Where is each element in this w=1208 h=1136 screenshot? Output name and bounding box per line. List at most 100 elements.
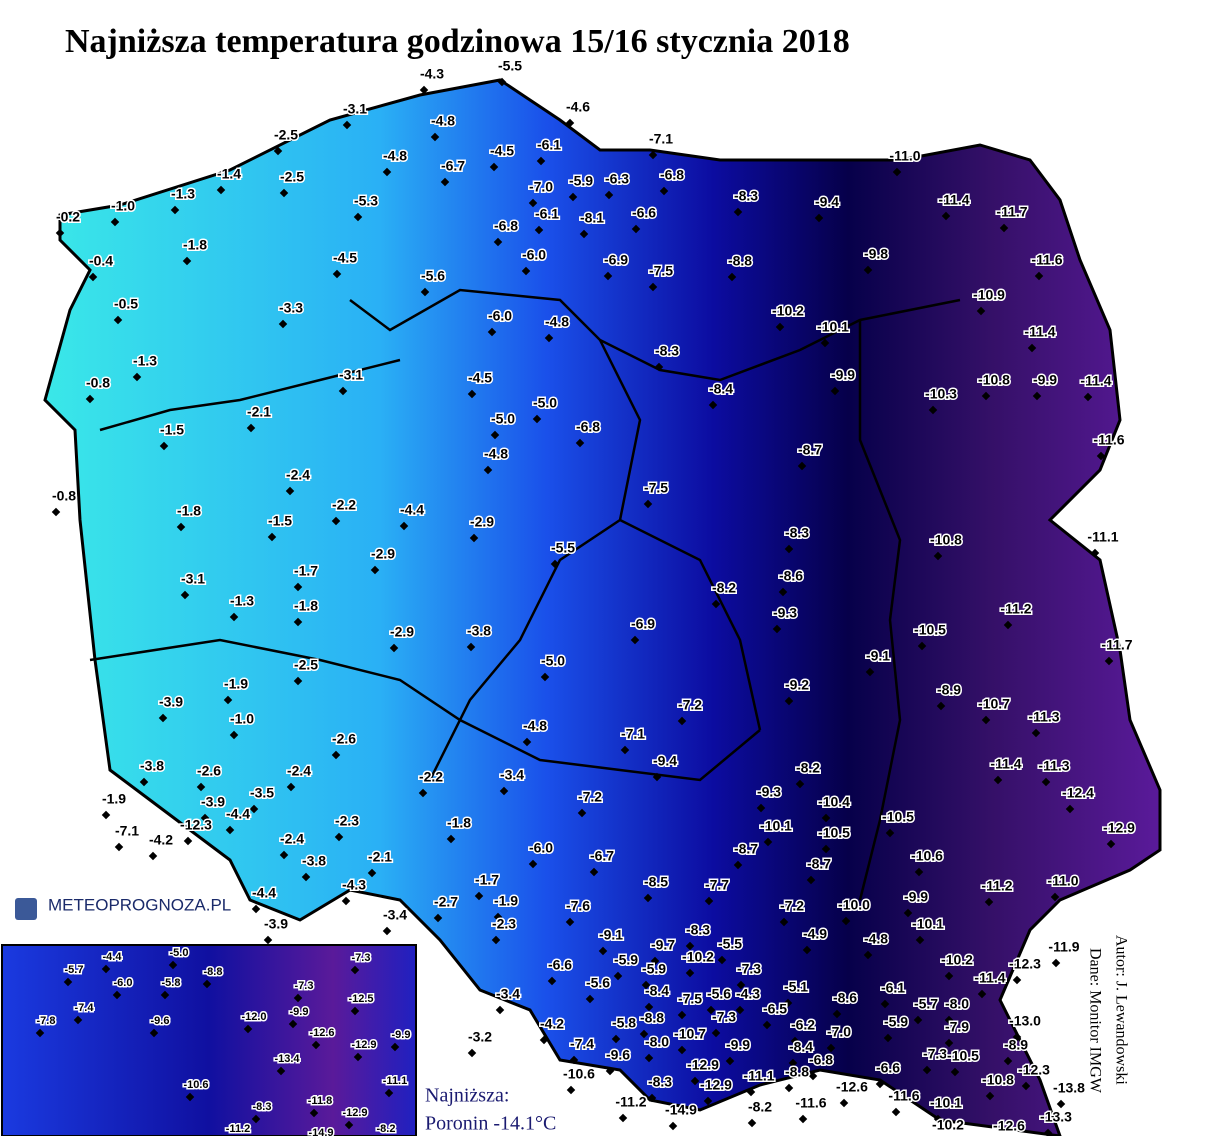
station-marker — [182, 256, 192, 266]
station-temp: -1.4 — [217, 166, 241, 182]
station-temp: -11.9 — [1048, 939, 1079, 955]
station-marker — [733, 860, 743, 870]
station-marker — [668, 1121, 678, 1131]
station-temp: -12.3 — [1018, 1062, 1050, 1078]
station-marker — [875, 1079, 885, 1089]
station-temp: -3.4 — [496, 986, 520, 1002]
min-label: Najniższa: — [425, 1085, 509, 1107]
station-marker — [499, 786, 509, 796]
station-temp: -5.9 — [569, 173, 593, 189]
station-temp: -8.5 — [644, 874, 668, 890]
inset-station-temp: -5.7 — [65, 964, 84, 976]
station-marker — [528, 859, 538, 869]
station-temp: -6.9 — [631, 616, 655, 632]
station-temp: -11.0 — [889, 148, 920, 164]
station-marker — [1034, 271, 1044, 281]
station-marker — [278, 319, 288, 329]
station-temp: -6.0 — [529, 840, 553, 856]
station-temp: -3.1 — [181, 571, 205, 587]
station-marker — [85, 394, 95, 404]
inset-station-temp: -7.3 — [352, 952, 371, 964]
station-temp: -8.2 — [712, 580, 736, 596]
station-temp: -10.8 — [978, 372, 1010, 388]
station-marker — [1056, 1099, 1066, 1109]
station-temp: -1.3 — [230, 593, 254, 609]
station-temp: -2.5 — [274, 127, 298, 143]
station-marker — [641, 980, 651, 990]
station-temp: -10.1 — [760, 818, 792, 834]
station-marker — [891, 1107, 901, 1117]
station-marker — [467, 1048, 477, 1058]
station-marker — [598, 946, 608, 956]
station-temp: -1.3 — [133, 353, 157, 369]
station-temp: -4.8 — [545, 314, 569, 330]
station-marker — [474, 891, 484, 901]
station-marker — [148, 851, 158, 861]
station-marker — [639, 1029, 649, 1039]
station-temp: -1.8 — [447, 815, 471, 831]
station-marker — [1012, 1032, 1022, 1042]
inset-station-temp: -7.3 — [295, 980, 314, 992]
station-temp: -7.1 — [115, 823, 139, 839]
station-marker — [915, 935, 925, 945]
station-temp: -6.6 — [548, 957, 572, 973]
station-marker — [775, 322, 785, 332]
station-temp: -5.6 — [707, 986, 731, 1002]
station-marker — [522, 737, 532, 747]
station-marker — [540, 672, 550, 682]
station-temp: -12.3 — [1009, 956, 1041, 972]
station-temp: -5.1 — [784, 979, 808, 995]
station-temp: -6.7 — [590, 848, 614, 864]
station-marker — [341, 896, 351, 906]
station-marker — [276, 1066, 286, 1076]
inset-map — [1, 944, 417, 1136]
station-temp: -9.3 — [757, 784, 781, 800]
station-temp: -2.9 — [470, 514, 494, 530]
station-marker — [483, 465, 493, 475]
station-temp: -2.7 — [434, 894, 458, 910]
station-temp: -2.6 — [197, 763, 221, 779]
station-temp: -8.7 — [734, 841, 758, 857]
station-temp: -8.4 — [645, 983, 669, 999]
map-title: Najniższa temperatura godzinowa 15/16 st… — [65, 23, 850, 60]
station-temp: -4.5 — [333, 250, 357, 266]
station-marker — [763, 837, 773, 847]
station-temp: -10.9 — [973, 287, 1005, 303]
station-temp: -12.6 — [836, 1079, 868, 1095]
station-marker — [420, 287, 430, 297]
station-temp: -1.8 — [177, 503, 201, 519]
station-marker — [863, 265, 873, 275]
station-temp: -8.7 — [807, 856, 831, 872]
station-marker — [643, 893, 653, 903]
station-marker — [936, 701, 946, 711]
station-marker — [493, 237, 503, 247]
station-marker — [797, 461, 807, 471]
station-marker — [885, 828, 895, 838]
station-temp: -2.1 — [247, 404, 271, 420]
station-temp: -1.9 — [494, 893, 518, 909]
station-marker — [293, 993, 303, 1003]
station-marker — [350, 965, 360, 975]
station-temp: -10.6 — [563, 1066, 595, 1082]
station-temp: -3.4 — [383, 907, 407, 923]
station-temp: -7.7 — [705, 877, 729, 893]
inset-station-temp: -12.9 — [342, 1107, 367, 1119]
station-marker — [521, 266, 531, 276]
station-marker — [821, 844, 831, 854]
station-temp: -9.2 — [785, 677, 809, 693]
station-marker — [808, 1071, 818, 1081]
station-temp: -10.5 — [882, 809, 914, 825]
station-marker — [1051, 958, 1061, 968]
station-marker — [746, 1087, 756, 1097]
station-temp: -11.6 — [795, 1095, 826, 1111]
station-temp: -7.5 — [644, 480, 668, 496]
station-temp: -5.0 — [541, 653, 565, 669]
station-marker — [944, 1015, 954, 1025]
station-temp: -8.8 — [785, 1064, 809, 1080]
station-marker — [944, 1038, 954, 1048]
station-marker — [384, 1088, 394, 1098]
station-temp: -3.1 — [343, 101, 367, 117]
station-marker — [677, 1010, 687, 1020]
station-marker — [1031, 728, 1041, 738]
station-temp: -4.3 — [342, 877, 366, 893]
